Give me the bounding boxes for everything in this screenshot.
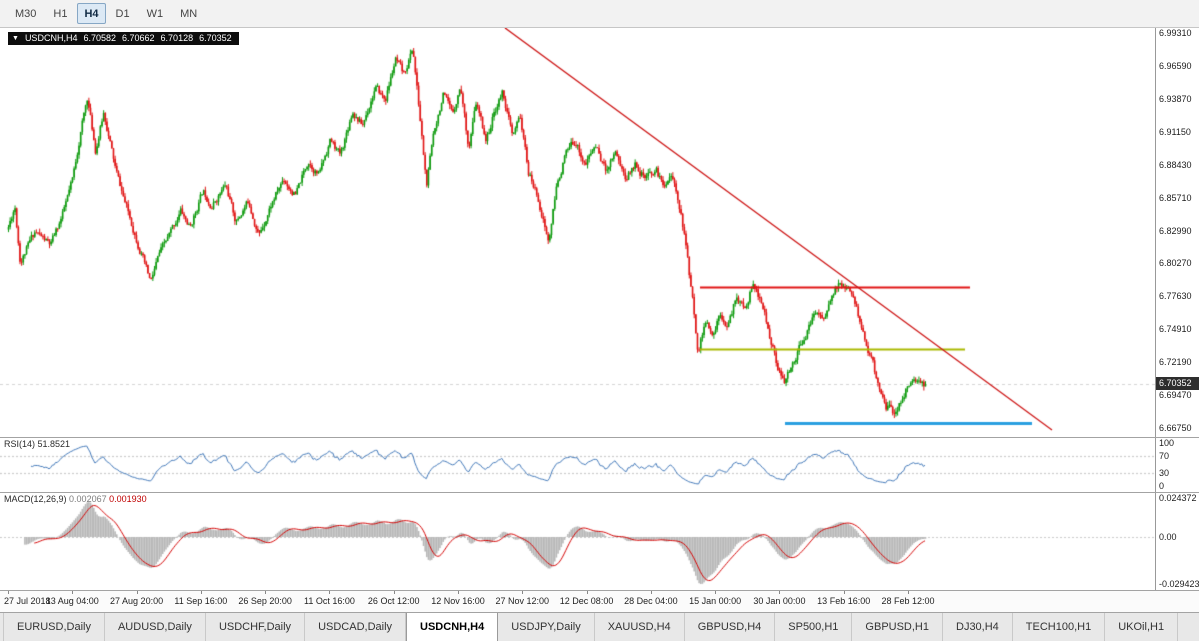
symbol-tab-usdcnh[interactable]: USDCNH,H4 — [406, 613, 499, 641]
price-axis-label: 6.66750 — [1159, 423, 1192, 433]
rsi-panel-splitter[interactable] — [0, 437, 1199, 438]
timeframe-button-w1[interactable]: W1 — [146, 7, 164, 20]
macd-axis-label: 0.024372 — [1159, 493, 1197, 503]
time-axis-label: 13 Feb 16:00 — [817, 596, 871, 606]
timeframe-button-h1[interactable]: H1 — [53, 7, 68, 20]
price-axis-label: 6.99310 — [1159, 28, 1192, 38]
time-axis-label: 13 Aug 04:00 — [45, 596, 99, 606]
ohlc-low: 6.70128 — [160, 33, 194, 43]
time-axis-label: 15 Jan 00:00 — [689, 596, 742, 606]
time-axis-tick — [908, 591, 909, 594]
time-axis-tick — [329, 591, 331, 594]
price-axis-label: 6.88430 — [1159, 159, 1192, 170]
rsi-indicator-label: RSI(14) 51.8521 — [4, 439, 70, 449]
macd-axis-label: -0.029423 — [1159, 579, 1199, 589]
price-axis-label: 6.82990 — [1159, 225, 1192, 236]
time-axis-label: 26 Sep 20:00 — [238, 596, 292, 606]
time-axis-label: 12 Dec 08:00 — [559, 596, 614, 606]
price-axis-label: 6.91150 — [1159, 126, 1191, 137]
symbol-tab-usdjpy[interactable]: USDJPY,Daily — [498, 613, 595, 641]
symbol-period-label: USDCNH,H4 — [24, 33, 78, 43]
price-axis-label: 6.85710 — [1159, 192, 1192, 203]
rsi-axis-label: 30 — [1159, 468, 1170, 479]
symbol-tabbar: EURUSD,Daily AUDUSD,Daily USDCHF,Daily USDC… — [0, 612, 1199, 641]
ohlc-close: 6.70352 — [199, 33, 232, 43]
symbol-tab-ukoil[interactable]: UKOil,H1 — [1105, 613, 1179, 641]
one-click-trading-arrow-icon[interactable]: ▼ — [12, 35, 19, 42]
time-axis-tick — [779, 591, 781, 594]
time-axis-tick — [522, 591, 524, 594]
symbol-tab-eurusd[interactable]: EURUSD,Daily — [3, 613, 105, 641]
timeframe-button-d1[interactable]: D1 — [115, 7, 130, 20]
symbol-tab-gbpusd[interactable]: GBPUSD,H4 — [685, 613, 776, 641]
price-axis-label: 6.72190 — [1159, 357, 1192, 368]
macd-name: MACD(12,26,9) — [4, 494, 67, 504]
symbol-tab-tech100[interactable]: TECH100,H1 — [1013, 613, 1106, 641]
price-axis-label: 6.77630 — [1159, 291, 1192, 302]
current-price-badge: 6.70352 — [1156, 377, 1199, 391]
time-axis-label: 27 Jul 2018 — [4, 596, 51, 606]
symbol-tab-xauusd[interactable]: XAUUSD,H4 — [595, 613, 685, 641]
macd-indicator-label: MACD(12,26,9) 0.002067 0.001930 — [4, 494, 147, 504]
time-axis-label: 27 Aug 20:00 — [110, 596, 164, 606]
timeframe-button-m30[interactable]: M30 — [15, 7, 37, 20]
ohlc-open: 6.70582 — [83, 33, 116, 43]
price-axis-label: 6.80270 — [1159, 258, 1192, 269]
time-axis-tick — [650, 591, 652, 594]
price-axis[interactable]: 6.99310 6.96590 6.93870 6.91150 6.88430 6.857… — [1156, 28, 1199, 590]
time-axis-label: 28 Dec 04:00 — [624, 596, 678, 606]
time-axis[interactable]: 27 Jul 2018 13 Aug 04:00 27 Aug 20:00 11 Se… — [0, 591, 1199, 612]
macd-main-value: 0.002067 — [69, 494, 107, 504]
time-axis-tick — [200, 591, 202, 594]
time-axis-tick — [393, 591, 395, 594]
time-axis-label: 27 Nov 12:00 — [495, 596, 550, 606]
price-axis-label: 6.69470 — [1159, 390, 1192, 401]
symbol-tab-usdchf[interactable]: USDCHF,Daily — [206, 613, 306, 641]
time-axis-tick — [136, 591, 138, 594]
time-axis-tick — [265, 591, 267, 594]
time-axis-label: 12 Nov 16:00 — [431, 596, 485, 606]
time-axis-tick — [458, 591, 459, 594]
rsi-value: 51.8521 — [37, 439, 71, 449]
symbol-tab-gbpusd[interactable]: GBPUSD,H1 — [852, 613, 943, 641]
macd-signal-value: 0.001930 — [109, 494, 147, 504]
symbol-tab-audusd[interactable]: AUDUSD,Daily — [105, 613, 206, 641]
price-axis-label: 6.96590 — [1159, 60, 1192, 71]
rsi-axis-label: 0 — [1159, 481, 1165, 491]
macd-panel-splitter[interactable] — [0, 492, 1199, 493]
time-axis-tick — [843, 591, 845, 594]
time-axis-tick — [586, 591, 588, 594]
symbol-tab-dj30[interactable]: DJ30,H4 — [943, 613, 1013, 641]
price-axis-label: 6.93870 — [1159, 93, 1192, 104]
macd-axis-label: 0.00 — [1159, 532, 1177, 542]
timeframe-button-h4[interactable]: H4 — [77, 3, 106, 24]
timeframe-button-mn[interactable]: MN — [180, 7, 198, 20]
rsi-axis-label: 100 — [1159, 438, 1175, 448]
symbol-tab-sp500[interactable]: SP500,H1 — [775, 613, 853, 641]
time-axis-label: 26 Oct 12:00 — [367, 596, 420, 606]
time-axis-label: 11 Oct 16:00 — [303, 596, 355, 606]
symbol-ohlc-info[interactable]: ▼ USDCNH,H4 6.70582 6.70662 6.70128 6.70… — [8, 32, 239, 45]
rsi-name: RSI(14) — [4, 439, 36, 449]
price-axis-border — [1155, 28, 1156, 612]
symbol-tab-usdcad[interactable]: USDCAD,Daily — [305, 613, 407, 641]
timeframe-toolbar: M30 H1 H4 D1 W1 MN — [0, 0, 1199, 28]
time-axis-splitter — [0, 590, 1199, 591]
time-axis-label: 28 Feb 12:00 — [881, 596, 935, 606]
chart-canvas[interactable] — [0, 28, 1155, 590]
price-axis-label: 6.74910 — [1159, 324, 1192, 335]
time-axis-tick — [715, 591, 717, 594]
time-axis-label: 11 Sep 16:00 — [174, 596, 228, 606]
time-axis-label: 30 Jan 00:00 — [753, 596, 806, 606]
time-axis-tick — [8, 591, 9, 594]
rsi-axis-label: 70 — [1159, 450, 1170, 461]
ohlc-high: 6.70662 — [122, 33, 155, 43]
time-axis-tick — [72, 591, 74, 594]
